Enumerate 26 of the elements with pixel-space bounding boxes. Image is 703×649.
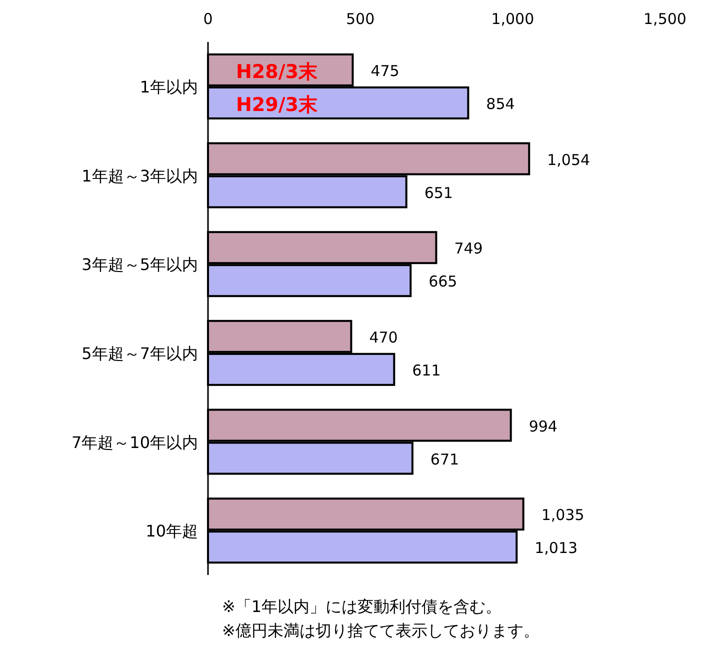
text: ※「1年以内」には変動利付債を含む。 <box>222 597 502 616</box>
data-label: 611 <box>412 361 441 380</box>
series-label: H29/3末 <box>236 94 318 116</box>
x-tick-label: 500 <box>346 10 375 28</box>
series-label: H28/3末 <box>236 60 318 83</box>
y-tick-label: 1年超～3年以内 <box>82 166 198 186</box>
data-label: 470 <box>369 328 398 346</box>
data-label: 854 <box>486 94 515 113</box>
data-label: 1,035 <box>541 506 584 524</box>
text: ※億円未満は切り捨てて表示しております。 <box>222 621 540 640</box>
x-tick-label: 0 <box>203 10 213 28</box>
data-label: 749 <box>454 240 483 258</box>
data-label: 1,013 <box>534 539 578 558</box>
data-label: 665 <box>428 272 458 291</box>
data-label: 994 <box>528 417 558 436</box>
data-label: 671 <box>430 450 460 468</box>
x-tick-label: 1,500 <box>644 10 686 28</box>
data-label: 475 <box>370 62 400 80</box>
data-label: 651 <box>424 184 453 202</box>
data-label: 1,054 <box>547 150 590 169</box>
y-tick-label: 7年超～10年以内 <box>71 432 198 452</box>
y-tick-label: 1年以内 <box>140 77 198 96</box>
y-tick-label: 3年超～5年以内 <box>82 255 198 274</box>
x-tick-label: 1,000 <box>491 10 534 28</box>
y-tick-label: 10年超 <box>146 522 198 541</box>
y-tick-label: 5年超～7年以内 <box>82 344 198 363</box>
